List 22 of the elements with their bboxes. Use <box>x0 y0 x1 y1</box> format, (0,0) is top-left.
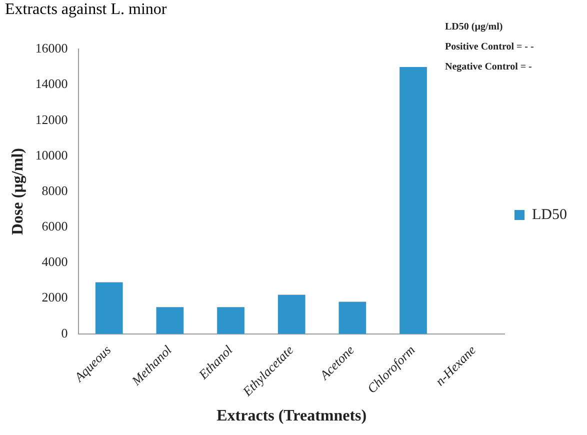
y-tick-label: 12000 <box>35 112 68 127</box>
y-tick-label: 2000 <box>42 290 68 305</box>
bar <box>278 294 306 334</box>
annotation: Positive Control = - - <box>445 42 534 53</box>
y-tick-label: 14000 <box>35 76 68 92</box>
bar <box>338 302 366 334</box>
annotation: Negative Control = - <box>445 62 532 73</box>
y-tick-label: 0 <box>61 325 68 340</box>
y-tick-label: 16000 <box>35 40 68 56</box>
y-tick-label: 4000 <box>42 254 68 270</box>
bar <box>217 307 244 334</box>
y-axis-title: Dose (µg/ml) <box>10 148 27 236</box>
bar <box>95 282 123 334</box>
chart-title: Extracts against L. minor <box>5 0 168 18</box>
x-axis-title: Extracts (Treatmnets) <box>216 408 367 425</box>
bar <box>156 307 184 334</box>
y-tick-label: 10000 <box>35 147 68 162</box>
y-tick-label: 6000 <box>42 218 68 234</box>
y-tick-label: 8000 <box>42 182 68 198</box>
bar <box>400 66 427 334</box>
text: LD50 (µg/ml) <box>445 22 503 33</box>
legend-label: LD50 <box>532 206 568 223</box>
